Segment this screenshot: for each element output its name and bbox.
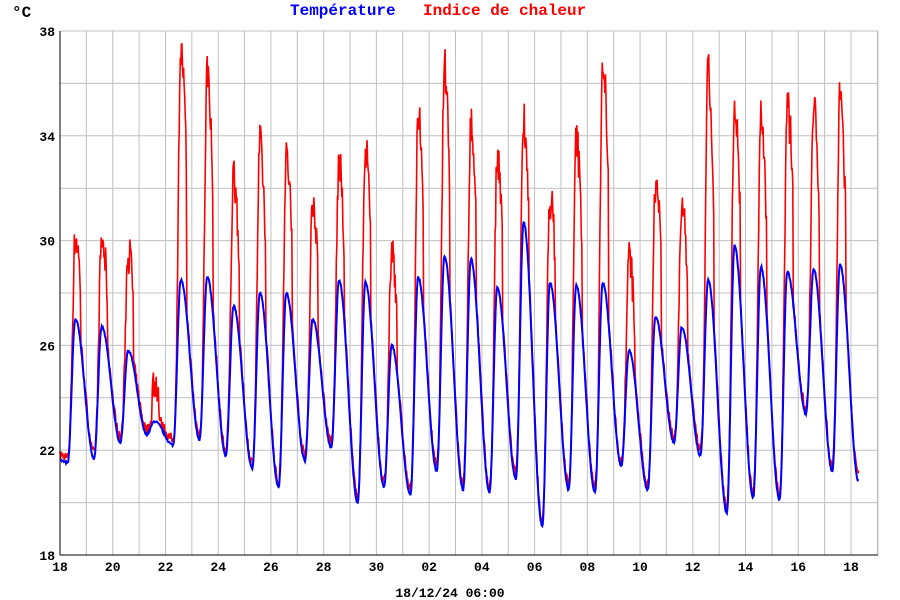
temperature-line [59, 220, 860, 529]
x-tick-label: 28 [316, 560, 332, 575]
x-tick-label: 20 [105, 560, 121, 575]
y-tick-label: 34 [39, 130, 55, 145]
x-tick-label: 08 [580, 560, 596, 575]
y-tick-label: 18 [39, 549, 55, 564]
y-unit-label: °C [12, 4, 32, 22]
x-tick-label: 14 [738, 560, 754, 575]
x-tick-label: 04 [474, 560, 490, 575]
x-tick-label: 10 [632, 560, 648, 575]
x-tick-label: 24 [210, 560, 226, 575]
x-tick-label: 26 [263, 560, 279, 575]
legend-heat-index: Indice de chaleur [423, 2, 586, 20]
x-tick-label: 02 [421, 560, 437, 575]
x-tick-label: 12 [685, 560, 701, 575]
y-tick-label: 30 [39, 235, 55, 250]
y-tick-label: 26 [39, 339, 55, 354]
x-axis-label: 18/12/24 06:00 [395, 586, 504, 600]
x-tick-label: 06 [527, 560, 543, 575]
x-tick-label: 18 [843, 560, 859, 575]
x-tick-label: 22 [158, 560, 174, 575]
x-tick-label: 30 [369, 560, 385, 575]
x-tick-label: 16 [790, 560, 806, 575]
series [59, 43, 860, 529]
y-tick-label: 38 [39, 25, 55, 40]
y-tick-label: 22 [39, 444, 55, 459]
axes: 18 22 26 30 34 38 18 20 22 24 26 28 30 02 04 06 08 10 12 14… [39, 25, 879, 575]
x-tick-label: 18 [52, 560, 68, 575]
legend-temperature: Température [290, 2, 396, 20]
